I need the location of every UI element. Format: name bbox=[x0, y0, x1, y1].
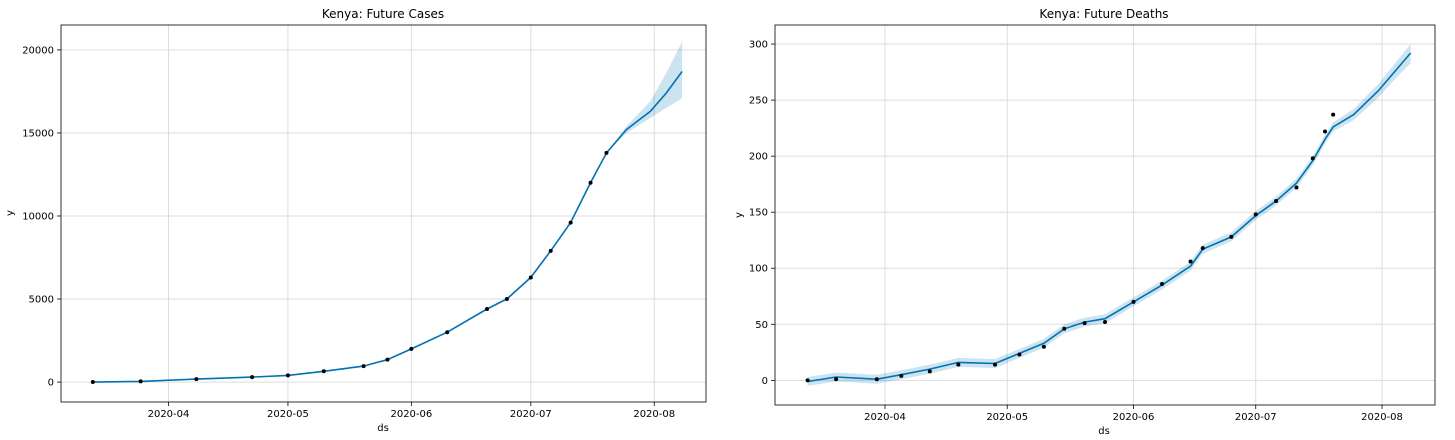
x-axis-label: ds bbox=[1098, 426, 1110, 437]
observed-point bbox=[956, 362, 961, 367]
observed-point bbox=[834, 377, 839, 382]
observed-point bbox=[1160, 281, 1165, 286]
observed-point bbox=[604, 150, 609, 155]
observed-point bbox=[993, 362, 997, 367]
x-axis-label: ds bbox=[377, 423, 389, 434]
observed-point bbox=[321, 369, 326, 374]
observed-point bbox=[548, 248, 553, 253]
observed-point bbox=[504, 297, 509, 302]
uncertainty-band bbox=[807, 44, 1411, 386]
x-tick-label: 2020-05 bbox=[986, 412, 1028, 423]
observed-point bbox=[250, 375, 255, 380]
x-tick-label: 2020-04 bbox=[864, 412, 906, 423]
observed-point bbox=[361, 364, 366, 369]
observed-point bbox=[927, 369, 932, 374]
observed-point bbox=[1041, 344, 1046, 349]
x-tick-label: 2020-04 bbox=[148, 409, 190, 420]
observed-point bbox=[528, 275, 533, 280]
y-axis-label: y bbox=[734, 212, 745, 218]
observed-point bbox=[1103, 320, 1107, 325]
observed-point bbox=[485, 306, 490, 311]
observed-point bbox=[285, 373, 290, 378]
chart-deaths: Kenya: Future Deaths 2020-04 2020-05 2020-… bbox=[734, 7, 1436, 437]
observed-point bbox=[1082, 321, 1087, 326]
y-tick-label: 100 bbox=[749, 264, 768, 275]
observed-point bbox=[1331, 112, 1336, 117]
observed-point bbox=[445, 330, 450, 335]
y-tick-label: 50 bbox=[755, 320, 768, 331]
observed-point bbox=[588, 180, 593, 185]
y-tick-label: 15000 bbox=[22, 128, 54, 139]
x-tick-label: 2020-07 bbox=[510, 409, 552, 420]
observed-point bbox=[194, 377, 199, 382]
observed-point bbox=[90, 380, 95, 385]
observed-point bbox=[138, 379, 143, 384]
chart-title: Kenya: Future Deaths bbox=[1039, 7, 1168, 21]
plot-area: 2020-04 2020-05 2020-06 2020-07 2020-08 0 5000… bbox=[22, 24, 707, 420]
observed-point bbox=[1310, 156, 1315, 161]
x-tick-label: 2020-07 bbox=[1235, 412, 1277, 423]
x-tick-label: 2020-06 bbox=[1113, 412, 1155, 423]
chart-title: Kenya: Future Cases bbox=[322, 7, 444, 21]
observed-point bbox=[1062, 326, 1067, 331]
observed-point bbox=[409, 346, 414, 351]
x-tick-label: 2020-06 bbox=[390, 409, 432, 420]
y-tick-label: 150 bbox=[749, 208, 768, 219]
observed-point bbox=[1323, 129, 1327, 134]
observed-point bbox=[385, 357, 390, 362]
axes-frame bbox=[60, 24, 707, 403]
axes-frame bbox=[774, 24, 1436, 406]
observed-point bbox=[1253, 212, 1258, 217]
observed-point bbox=[1274, 198, 1279, 203]
observed-point bbox=[1294, 185, 1299, 190]
y-tick-label: 20000 bbox=[22, 45, 54, 56]
observed-point bbox=[1131, 299, 1136, 304]
y-axis-label: y bbox=[5, 210, 16, 216]
observed-point bbox=[1200, 246, 1205, 251]
observed-point bbox=[568, 220, 573, 225]
x-tick-label: 2020-05 bbox=[267, 409, 309, 420]
y-tick-label: 250 bbox=[749, 96, 768, 107]
y-tick-label: 200 bbox=[749, 152, 768, 163]
x-tick-label: 2020-08 bbox=[633, 409, 675, 420]
observed-point bbox=[899, 373, 904, 378]
y-tick-label: 5000 bbox=[29, 295, 54, 306]
y-tick-label: 10000 bbox=[22, 211, 54, 222]
observed-point bbox=[805, 378, 810, 383]
observed-point bbox=[1188, 259, 1193, 264]
observed-point bbox=[1017, 352, 1022, 357]
observed-point bbox=[874, 377, 879, 382]
plot-area: 2020-04 2020-05 2020-06 2020-07 2020-08 0 50 10… bbox=[749, 24, 1436, 423]
chart-cases: Kenya: Future Cases 2020-04 2020-05 2020-0… bbox=[5, 7, 707, 434]
y-tick-label: 0 bbox=[48, 378, 54, 389]
x-tick-label: 2020-08 bbox=[1361, 412, 1403, 423]
y-tick-label: 0 bbox=[762, 376, 768, 387]
y-tick-label: 300 bbox=[749, 40, 768, 51]
observed-point bbox=[1229, 234, 1234, 239]
